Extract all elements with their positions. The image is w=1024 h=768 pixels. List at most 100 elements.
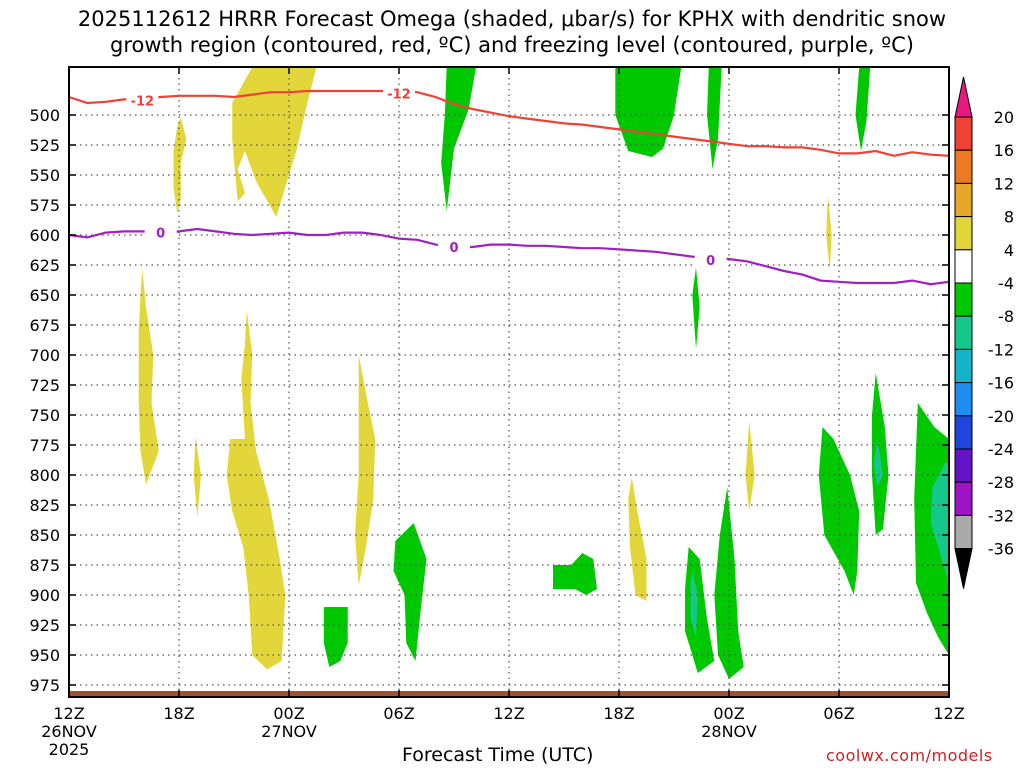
y-tick-label-900: 900 [29,586,60,605]
chart-title-line-2: growth region (contoured, red, ºC) and f… [110,33,914,57]
omega-region-19 [818,427,860,595]
y-tick-label-500: 500 [29,106,60,125]
omega-region-18 [714,487,744,679]
y-tick-label-525: 525 [29,136,60,155]
omega-region-4 [193,436,201,517]
colorbar-bin-11 [954,448,973,483]
y-tick-label-625: 625 [29,256,60,275]
omega-region-21 [914,403,949,655]
colorbar-bin-6 [954,282,973,317]
colorbar-bin-1 [954,116,973,151]
y-tick-label-575: 575 [29,196,60,215]
colorbar-label--4: -4 [998,274,1014,293]
omega-region-23 [873,439,883,487]
y-tick-label-550: 550 [29,166,60,185]
y-tick-label-675: 675 [29,316,60,335]
colorbar-label-4: 4 [1004,241,1014,260]
contour-line-1 [68,227,950,286]
colorbar-label-16: 16 [994,141,1014,160]
omega-region-24 [930,463,949,583]
omega-region-15 [323,607,348,667]
contour-label-bg-1-1 [438,239,470,254]
x-tick-year-0: 2025 [49,740,90,759]
x-tick-label-6: 00Z [713,704,744,723]
contour-label-1-2: 0 [706,254,715,269]
omega-colorbar: 20 16 12 8 4 -4 -8 -12 -16 -20 -24 -28 -32 -36 [954,76,1014,589]
colorbar-bin-13 [954,514,973,550]
omega-region-1 [173,117,187,214]
colorbar-label--32: -32 [988,506,1014,525]
omega-region-12 [855,67,871,151]
omega-region-13 [692,267,700,349]
colorbar-bin-2 [954,149,973,184]
contour-label-0-1: -12 [387,87,411,102]
x-tick-label-5: 18Z [603,704,634,723]
chart-title: 2025112612 HRRR Forecast Omega (shaded, … [0,6,1024,58]
colorbar-bin-10 [954,415,973,450]
contour-label-bg-0-0 [126,92,159,108]
temperature-contours: -12 -12 0 0 0 [68,85,950,286]
x-tick-label-0: 12Z [53,704,84,723]
y-tick-label-825: 825 [29,496,60,515]
colorbar-label--12: -12 [988,340,1014,359]
contour-line-0 [68,89,950,157]
omega-region-3 [226,310,286,670]
grid-lines [69,67,949,697]
colorbar-label--8: -8 [998,307,1014,326]
colorbar-label--24: -24 [988,440,1014,459]
y-tick-label-750: 750 [29,406,60,425]
colorbar-label-8: 8 [1004,208,1014,227]
omega-region-0 [232,67,317,217]
x-tick-label-1: 18Z [163,704,194,723]
y-tick-label-650: 650 [29,286,60,305]
contour-label-bg-0-1 [383,85,415,101]
source-credit[interactable]: coolwx.com/models [826,746,993,765]
colorbar-label--20: -20 [988,407,1014,426]
x-tick-date-2: 27NOV [261,722,317,741]
omega-region-5 [355,355,376,586]
omega-shaded-regions [138,67,949,679]
chart-title-line-1: 2025112612 HRRR Forecast Omega (shaded, … [77,7,947,31]
y-tick-label-925: 925 [29,616,60,635]
omega-region-2 [138,268,159,485]
colorbar-label-20: 20 [994,108,1014,127]
x-tick-date-6: 28NOV [701,722,757,741]
contour-label-1-1: 0 [449,241,458,256]
x-axis-label: Forecast Time (UTC) [402,744,594,766]
colorbar-label--16: -16 [988,374,1014,393]
x-tick-label-3: 06Z [383,704,414,723]
colorbar-label--28: -28 [988,473,1014,492]
x-tick-date-0: 26NOV [41,722,97,741]
omega-region-14 [393,523,427,661]
colorbar-label-12: 12 [994,174,1014,193]
colorbar-bin-7 [954,315,973,350]
y-tick-label-875: 875 [29,556,60,575]
y-tick-label-700: 700 [29,346,60,365]
omega-region-22 [690,571,698,637]
colorbar-bin-3 [954,182,973,218]
axes: 500 525 550 575 600 625 650 675 700 725 750 775 800 8… [29,66,965,759]
contour-label-bg-1-2 [694,252,727,268]
contour-label-0-0: -12 [131,95,155,110]
omega-region-7 [745,421,755,511]
y-tick-label-975: 975 [29,676,60,695]
y-tick-label-725: 725 [29,376,60,395]
omega-region-6 [628,477,647,601]
omega-region-20 [872,373,889,535]
colorbar-bin-5 [954,249,973,284]
colorbar-bin-4 [954,216,973,251]
y-tick-label-800: 800 [29,466,60,485]
y-tick-label-600: 600 [29,226,60,245]
x-tick-label-7: 06Z [823,704,854,723]
contour-label-1-0: 0 [156,227,165,242]
omega-region-11 [707,67,722,169]
colorbar-triangle-bottom [954,548,973,589]
colorbar-bin-12 [954,481,973,516]
contour-label-bg-1-0 [144,224,177,240]
y-tick-label-850: 850 [29,526,60,545]
omega-region-8 [826,195,832,271]
x-tick-label-8: 12Z [933,704,964,723]
colorbar-triangle-top [954,76,973,118]
x-tick-label-4: 12Z [493,704,524,723]
